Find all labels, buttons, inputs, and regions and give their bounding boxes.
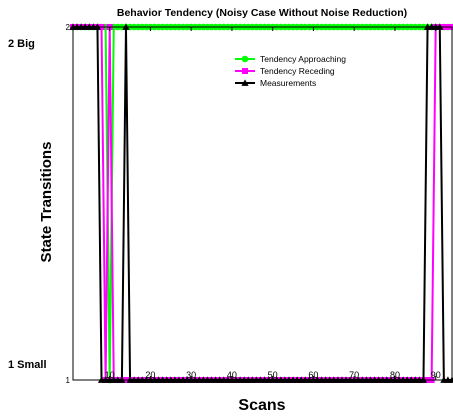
y-tick-label: 2 <box>66 23 71 32</box>
legend-swatch-marker <box>242 68 248 74</box>
legend-entry: Tendency Receding <box>235 66 335 76</box>
x-tick-label: 90 <box>431 370 441 380</box>
y-axis-label: State Transitions <box>38 142 55 263</box>
legend-swatch-marker <box>241 79 249 86</box>
y-tick-label: 1 <box>66 376 71 385</box>
x-tick-label: 50 <box>268 370 278 380</box>
x-tick-label: 20 <box>145 370 155 380</box>
legend-label: Tendency Approaching <box>260 54 346 64</box>
x-tick-label: 40 <box>227 370 237 380</box>
legend-label: Measurements <box>260 78 316 88</box>
legend-label: Tendency Receding <box>260 66 335 76</box>
y-category-label: 2 Big <box>8 38 35 50</box>
chart-title: Behavior Tendency (Noisy Case Without No… <box>117 7 407 19</box>
y-category-label: 1 Small <box>8 359 47 371</box>
legend: Tendency Approaching Tendency Receding Mea… <box>230 50 365 93</box>
x-tick-label: 80 <box>390 370 400 380</box>
x-tick-label: 10 <box>105 370 115 380</box>
x-tick-label: 70 <box>349 370 359 380</box>
plot-frame <box>72 26 453 381</box>
x-tick-label: 60 <box>308 370 318 380</box>
legend-entry: Tendency Approaching <box>235 54 346 64</box>
axes: 10 20 30 40 50 60 70 80 90 1 1 Small 2 2 Big <box>8 23 453 385</box>
x-axis-label: Scans <box>238 397 285 411</box>
x-tick-label: 30 <box>186 370 196 380</box>
legend-swatch-marker <box>241 55 249 63</box>
legend-entry: Measurements <box>235 78 316 88</box>
